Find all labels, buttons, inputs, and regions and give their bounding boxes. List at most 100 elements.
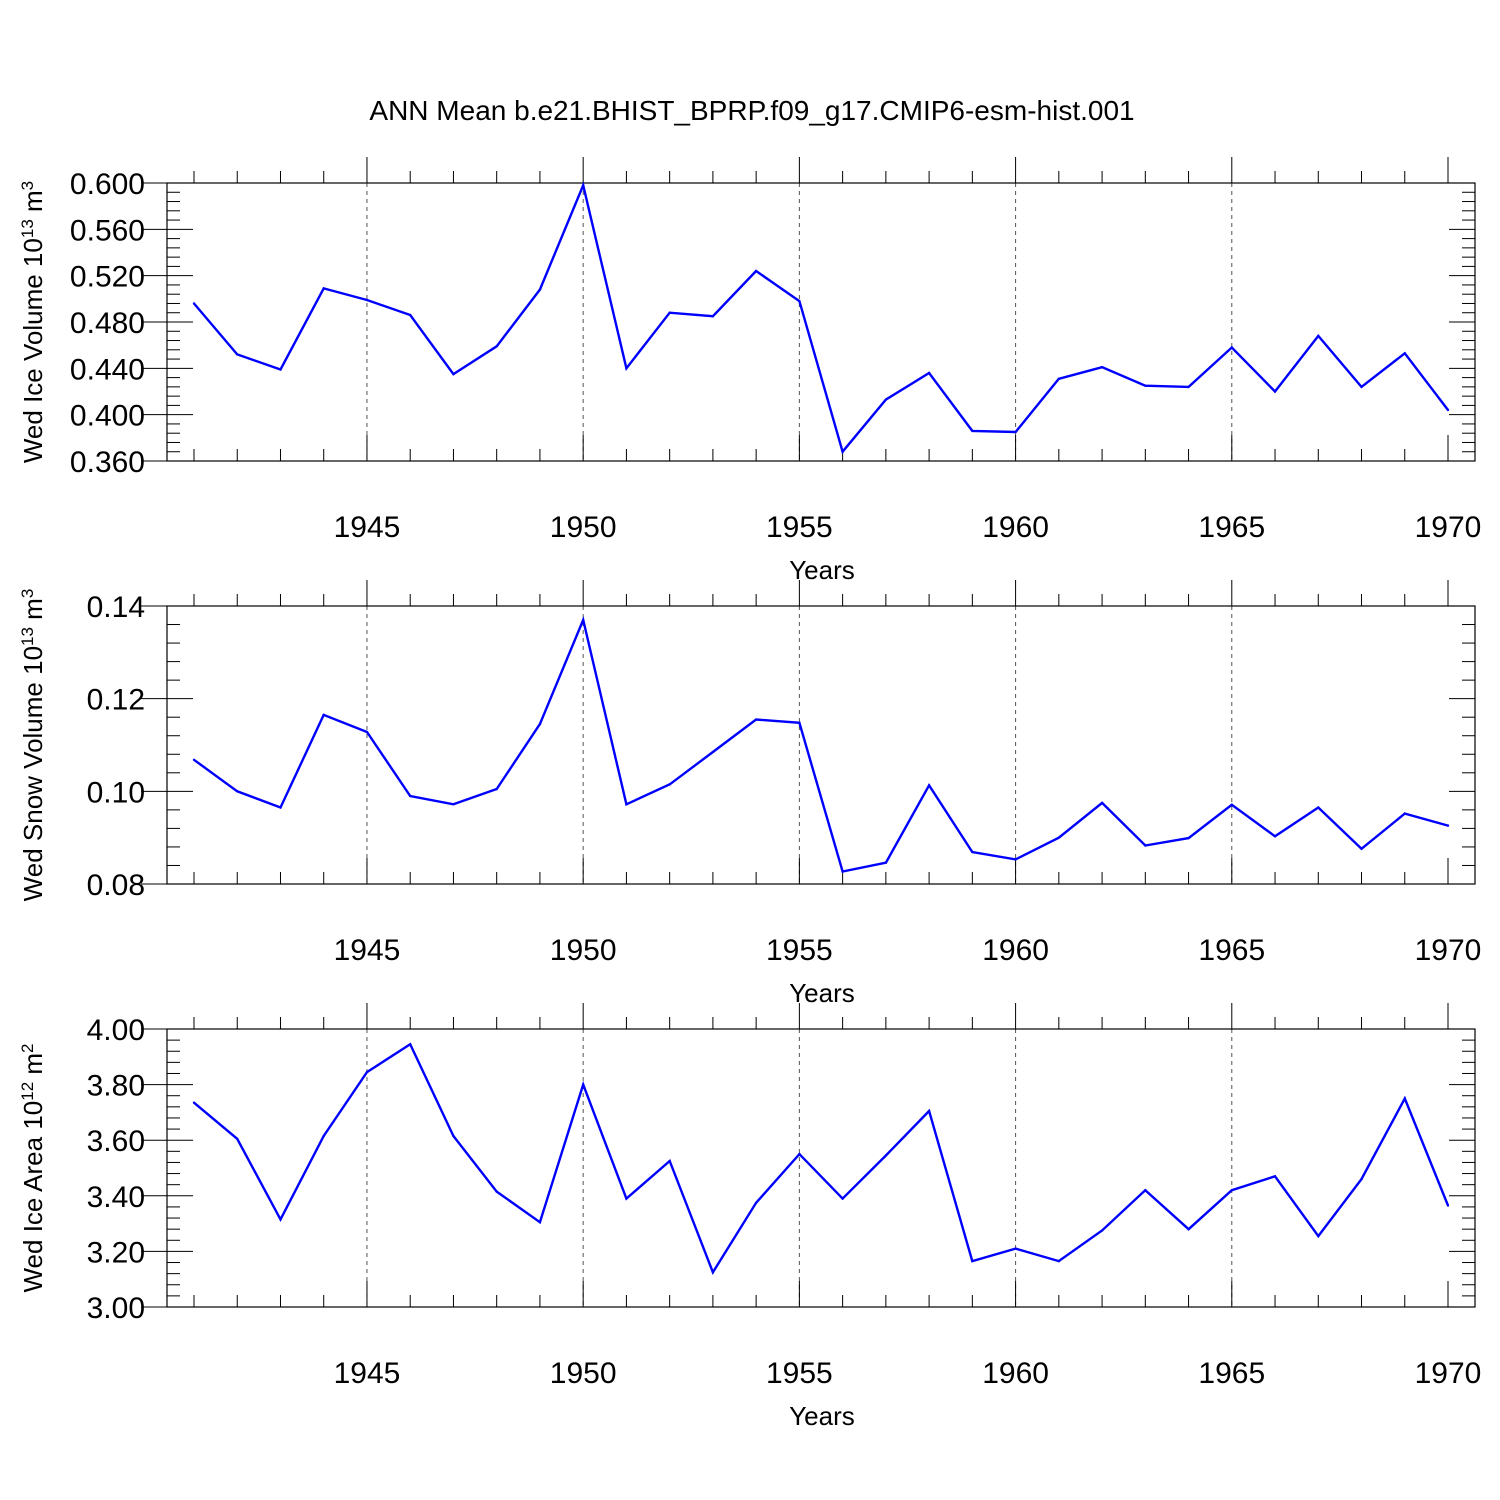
data-point xyxy=(279,368,282,371)
y-tick-label: 0.12 xyxy=(87,684,145,717)
x-tick-label: 1955 xyxy=(766,934,833,967)
panel-3: 3.00 3.20 3.40 3.60 3.80 4.00 1945 1950 1955 1960… xyxy=(18,1003,1481,1431)
data-point xyxy=(798,721,801,724)
data-point xyxy=(1187,836,1190,840)
data-point xyxy=(971,850,974,854)
y-tick-label: 3.20 xyxy=(87,1236,145,1269)
data-point xyxy=(192,758,196,762)
data-point xyxy=(1187,385,1190,389)
data-point xyxy=(1317,1234,1320,1238)
data-point xyxy=(1446,1204,1450,1207)
y-axis-label-superscript: 13 xyxy=(18,219,37,238)
data-point xyxy=(279,806,282,809)
y-tick-label: 3.60 xyxy=(87,1125,145,1158)
x-axis-label: Years xyxy=(789,1401,855,1431)
data-point xyxy=(1144,844,1147,847)
data-point xyxy=(625,803,628,806)
y-axis-label-part: m xyxy=(18,1053,48,1082)
y-tick-label: 4.00 xyxy=(87,1014,145,1047)
data-point xyxy=(1360,385,1363,389)
data-point xyxy=(452,803,455,806)
x-tick-label: 1965 xyxy=(1198,934,1265,967)
data-point xyxy=(365,298,369,302)
data-point xyxy=(1230,803,1233,806)
y-tick-label: 0.10 xyxy=(87,776,145,809)
y-axis-label-part: Wed Snow Volume 10 xyxy=(18,646,48,901)
data-point xyxy=(1100,1229,1104,1232)
x-tick-label: 1965 xyxy=(1198,511,1265,544)
data-point xyxy=(625,1197,628,1200)
data-point xyxy=(1057,1259,1061,1263)
data-point xyxy=(754,1201,758,1204)
data-point xyxy=(1144,1189,1147,1192)
data-point xyxy=(1187,1227,1190,1231)
plot-frame xyxy=(166,182,1476,462)
data-point xyxy=(236,1137,239,1141)
x-tick-label: 1970 xyxy=(1415,934,1482,967)
x-tick-label: 1950 xyxy=(550,511,617,544)
data-point xyxy=(236,790,239,793)
data-point xyxy=(1100,801,1104,805)
x-tick-label: 1960 xyxy=(982,511,1049,544)
data-point xyxy=(711,750,715,754)
data-point xyxy=(1014,858,1017,861)
x-tick-label: 1950 xyxy=(550,934,617,967)
data-point xyxy=(365,730,369,734)
data-point xyxy=(841,870,844,873)
data-point xyxy=(884,398,888,401)
y-axis-label-part: Wed Ice Volume 10 xyxy=(18,238,48,463)
data-point xyxy=(322,713,325,717)
data-point xyxy=(452,1134,455,1138)
data-point xyxy=(538,288,542,291)
x-tick-label: 1960 xyxy=(982,934,1049,967)
y-tick-label: 0.480 xyxy=(70,307,145,340)
data-point xyxy=(1360,847,1363,850)
data-point xyxy=(884,861,888,864)
data-point xyxy=(927,371,931,375)
data-point xyxy=(668,311,671,314)
data-point xyxy=(279,1218,282,1221)
data-point xyxy=(668,783,671,786)
y-axis-label-superscript: 12 xyxy=(18,1082,37,1101)
data-point xyxy=(798,1152,801,1156)
data-point xyxy=(322,1134,325,1138)
data-point xyxy=(409,1043,412,1046)
data-point xyxy=(841,1197,844,1200)
data-point xyxy=(754,718,758,721)
data-point xyxy=(581,618,585,622)
data-point xyxy=(236,353,239,356)
series-line xyxy=(193,616,1449,873)
data-point xyxy=(798,299,801,303)
y-axis-label-part: m xyxy=(18,190,48,219)
data-point xyxy=(754,269,758,273)
data-point xyxy=(1230,346,1233,349)
series-line xyxy=(193,181,1449,455)
data-point xyxy=(1273,835,1277,838)
y-axis-label-superscript: 3 xyxy=(18,589,37,598)
y-axis-label-part: Wed Ice Area 10 xyxy=(18,1101,48,1293)
data-point xyxy=(495,345,498,348)
data-point xyxy=(409,794,412,798)
data-point xyxy=(625,367,628,370)
y-tick-label: 0.520 xyxy=(70,261,145,294)
plot-frame xyxy=(166,1028,1476,1308)
y-axis-label-superscript: 3 xyxy=(18,181,37,190)
data-point xyxy=(538,722,542,726)
data-point xyxy=(495,787,498,791)
x-tick-label: 1945 xyxy=(334,934,401,967)
x-tick-label: 1955 xyxy=(766,511,833,544)
y-tick-label: 3.80 xyxy=(87,1070,145,1103)
y-tick-label: 0.600 xyxy=(70,168,145,201)
data-point xyxy=(668,1159,671,1163)
data-point xyxy=(192,302,196,305)
y-axis-label-superscript: 13 xyxy=(18,627,37,646)
y-axis-label: Wed Snow Volume 1013 m3 xyxy=(18,589,48,902)
data-point xyxy=(1057,836,1061,839)
data-point xyxy=(322,287,325,290)
x-tick-label: 1950 xyxy=(550,1357,617,1390)
x-tick-label: 1945 xyxy=(334,511,401,544)
x-tick-label: 1965 xyxy=(1198,1357,1265,1390)
series-line xyxy=(193,1042,1450,1275)
y-axis-label: Wed Ice Area 1012 m2 xyxy=(18,1043,48,1292)
